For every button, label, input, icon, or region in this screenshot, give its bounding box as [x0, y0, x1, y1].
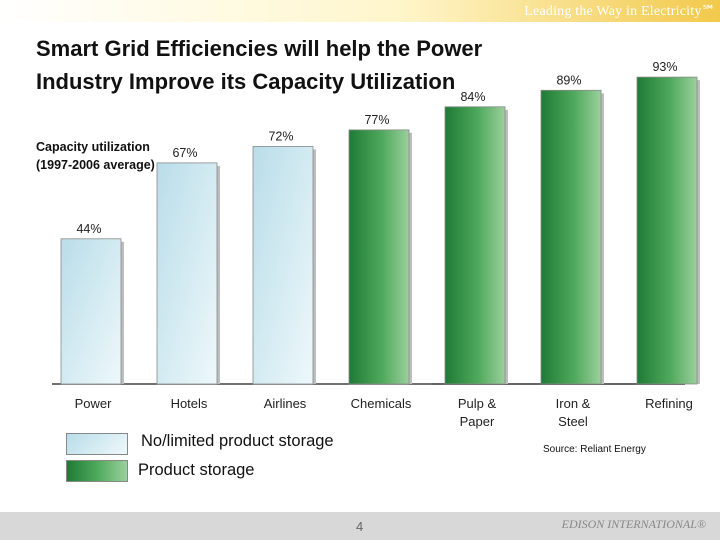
category-label-refining: Refining — [645, 396, 693, 411]
bar-iron-steel — [540, 89, 602, 385]
brand-logo-text: EDISON INTERNATIONAL® — [561, 517, 706, 531]
category-label-power: Power — [75, 396, 113, 411]
y-axis-label-line-2: (1997-2006 average) — [36, 158, 155, 172]
header-bar: Leading the Way in Electricity℠ — [0, 0, 720, 22]
category-label-hotels: Hotels — [171, 396, 208, 411]
value-label-power: 44% — [76, 222, 101, 236]
legend-swatch-storage — [66, 460, 128, 482]
header-gradient — [0, 0, 720, 22]
value-label-chemicals: 77% — [364, 113, 389, 127]
source-note: Source: Reliant Energy — [543, 444, 646, 455]
category-label-airlines: Airlines — [264, 396, 307, 411]
bar-power — [60, 238, 122, 385]
page-number: 4 — [356, 519, 364, 534]
title-line-2: Industry Improve its Capacity Utilizatio… — [36, 69, 456, 94]
category-label-pulp-paper-line-1: Pulp & — [458, 396, 497, 411]
value-label-pulp-paper: 84% — [460, 90, 485, 104]
category-label-iron-steel-line-2: Steel — [558, 414, 588, 429]
value-label-hotels: 67% — [172, 146, 197, 160]
legend-swatch-no-storage — [66, 433, 128, 455]
bar-airlines — [252, 145, 314, 385]
bar-hotels — [156, 162, 218, 385]
value-label-airlines: 72% — [268, 129, 293, 143]
legend-label-no-storage: No/limited product storage — [141, 432, 334, 450]
bar-pulp-paper — [444, 106, 506, 385]
category-label-pulp-paper-line-2: Paper — [460, 414, 495, 429]
category-label-chemicals: Chemicals — [351, 396, 412, 411]
slide-title: Smart Grid Efficiencies will help the Po… — [36, 32, 556, 98]
value-label-iron-steel: 89% — [556, 73, 581, 87]
bars-layer: 44% Power 67% Hotels 72% Airlines 77% Chemicals… — [52, 60, 700, 429]
category-label-iron-steel-line-1: Iron & — [556, 396, 591, 411]
footer-bar — [0, 512, 720, 540]
bar-refining — [636, 76, 698, 385]
legend-label-storage: Product storage — [138, 461, 255, 479]
tagline: Leading the Way in Electricity℠ — [524, 4, 716, 19]
title-line-1: Smart Grid Efficiencies will help the Po… — [36, 36, 483, 61]
y-axis-label: Capacity utilization (1997-2006 average) — [36, 138, 155, 174]
bar-chemicals — [348, 129, 410, 385]
value-label-refining: 93% — [652, 60, 677, 74]
y-axis-label-line-1: Capacity utilization — [36, 140, 150, 154]
